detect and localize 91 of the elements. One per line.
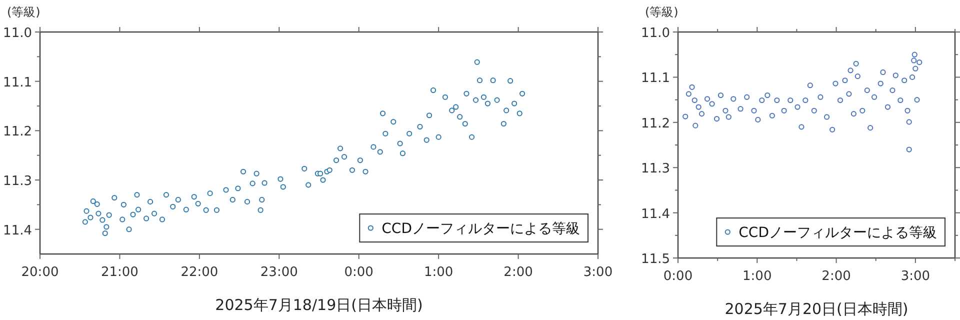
point xyxy=(692,122,698,128)
x-tick-label: 23:00 xyxy=(260,265,298,280)
point xyxy=(878,80,884,86)
point xyxy=(892,72,898,78)
y-tick-label: 11.3 xyxy=(3,174,32,189)
legend-label: CCDノーフィルターによる等級 xyxy=(738,225,937,241)
point xyxy=(689,84,695,90)
point xyxy=(769,112,775,118)
y-tick-label: 11.1 xyxy=(3,75,32,90)
point xyxy=(704,96,710,102)
point xyxy=(842,78,848,84)
y-tick-label: 11.5 xyxy=(641,252,670,267)
point xyxy=(884,104,891,110)
point xyxy=(802,97,808,104)
y-tick-label: 11.4 xyxy=(641,206,670,222)
point xyxy=(686,91,692,97)
point xyxy=(906,119,912,125)
point xyxy=(864,88,870,94)
point xyxy=(818,94,824,100)
legend-label: CCDノーフィルターによる等級 xyxy=(382,221,580,237)
point xyxy=(832,80,838,86)
y-tick-label: 11.0 xyxy=(3,26,32,41)
point xyxy=(730,96,736,102)
point xyxy=(914,97,920,103)
point xyxy=(860,108,866,114)
point xyxy=(912,66,918,72)
point xyxy=(906,146,912,152)
point xyxy=(912,52,918,58)
point xyxy=(830,126,836,132)
point xyxy=(811,108,817,114)
point xyxy=(709,101,715,107)
x-tick-label: 22:00 xyxy=(180,265,218,280)
x-tick-label: 2:00 xyxy=(822,269,851,284)
point xyxy=(714,116,720,122)
x-tick-label: 2:00 xyxy=(504,265,533,280)
y-axis-title: (等級) xyxy=(7,5,40,19)
point xyxy=(911,58,917,64)
y-tick-label: 11.2 xyxy=(641,116,670,132)
x-tick-label: 0:00 xyxy=(663,269,693,284)
point xyxy=(698,111,705,117)
point xyxy=(744,94,750,100)
point xyxy=(764,92,770,98)
point xyxy=(871,94,878,100)
legend: CCDノーフィルターによる等級 xyxy=(716,218,946,246)
point xyxy=(846,91,852,97)
x-tick-label: 1:00 xyxy=(742,269,772,284)
point xyxy=(902,78,908,84)
point xyxy=(909,74,916,80)
point xyxy=(807,82,813,88)
point xyxy=(837,97,844,104)
x-axis-title: 2025年7月20日(日本時間) xyxy=(724,300,908,318)
point xyxy=(682,114,688,120)
x-tick-label: 20:00 xyxy=(21,265,59,280)
point xyxy=(898,97,904,104)
x-tick-label: 1:00 xyxy=(424,265,454,280)
x-tick-label: 0:00 xyxy=(344,265,374,280)
x-axis-title: 2025年7月18/19日(日本時間) xyxy=(215,296,423,314)
x-tick-label: 3:00 xyxy=(900,269,930,284)
point xyxy=(692,97,698,104)
point xyxy=(738,106,744,112)
y-tick-label: 11.2 xyxy=(3,124,32,140)
point xyxy=(755,116,761,122)
point xyxy=(751,108,757,114)
point xyxy=(850,111,856,117)
point xyxy=(696,104,702,110)
point xyxy=(726,114,732,120)
point xyxy=(916,59,922,66)
point xyxy=(890,88,896,94)
y-tick-label: 11.0 xyxy=(641,26,670,41)
point xyxy=(788,97,794,104)
point xyxy=(868,125,874,131)
y-tick-label: 11.4 xyxy=(3,223,32,238)
x-tick-label: 21:00 xyxy=(100,265,138,280)
point xyxy=(794,104,800,110)
point xyxy=(854,73,860,80)
point xyxy=(774,97,780,104)
point xyxy=(880,69,886,76)
point xyxy=(781,108,787,114)
x-tick-label: 3:00 xyxy=(583,265,613,280)
point xyxy=(718,92,724,98)
y-axis-title: (等級) xyxy=(645,5,678,19)
point xyxy=(759,97,765,104)
legend: CCDノーフィルターによる等級 xyxy=(359,214,588,242)
point xyxy=(848,68,854,74)
y-tick-label: 11.3 xyxy=(641,162,670,177)
point xyxy=(824,114,830,120)
point xyxy=(722,108,728,114)
y-tick-label: 11.1 xyxy=(641,71,670,86)
point xyxy=(798,124,804,130)
point xyxy=(904,108,910,114)
point xyxy=(853,60,859,66)
